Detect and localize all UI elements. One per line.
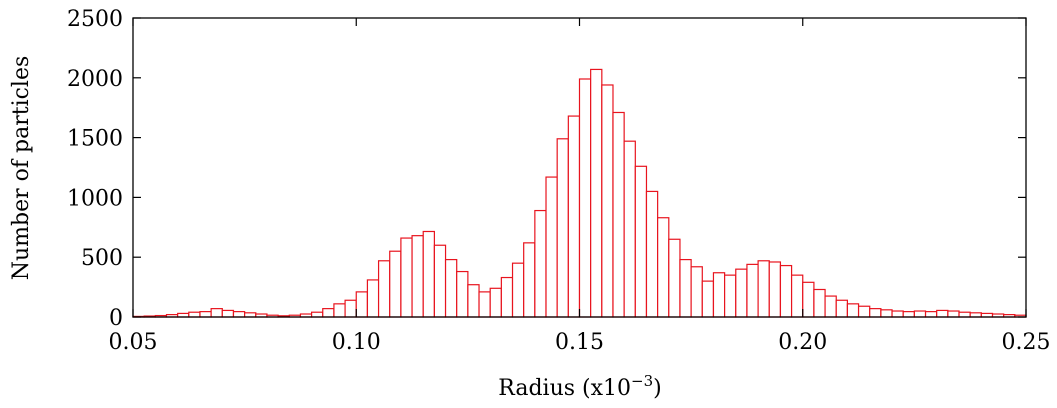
histogram-bar bbox=[199, 311, 212, 318]
histogram-bar bbox=[701, 280, 715, 318]
x-tick-label: 0.20 bbox=[778, 330, 827, 355]
y-tick-label: 1000 bbox=[67, 186, 123, 211]
histogram-bar bbox=[612, 111, 625, 318]
histogram-bar bbox=[779, 264, 793, 318]
histogram-bar bbox=[556, 138, 569, 318]
histogram-bar bbox=[188, 311, 201, 318]
x-tick-label: 0.15 bbox=[555, 330, 604, 355]
histogram-bar bbox=[724, 274, 737, 318]
y-tick-label: 2500 bbox=[67, 7, 123, 32]
histogram-bar bbox=[813, 288, 826, 318]
tick-labels-group: 0.05 0.10 0.15 0.20 0.25 0 500 1000 1500 2000 2500 bbox=[67, 7, 1050, 355]
histogram-bar bbox=[344, 299, 357, 318]
histogram-bar bbox=[422, 230, 435, 318]
histogram-bar bbox=[489, 287, 502, 318]
bars-group bbox=[132, 68, 1027, 318]
histogram-bar bbox=[377, 260, 391, 318]
histogram-bar bbox=[366, 279, 380, 318]
histogram-bar bbox=[835, 299, 848, 318]
histogram-bar bbox=[768, 261, 782, 318]
histogram-bar bbox=[523, 242, 536, 318]
histogram-bar bbox=[958, 311, 971, 318]
histogram-bar bbox=[311, 311, 324, 318]
histogram-bar bbox=[534, 209, 547, 318]
histogram-bar bbox=[578, 78, 592, 318]
histogram-bar bbox=[400, 237, 413, 318]
histogram-bar bbox=[590, 68, 603, 318]
histogram-bar bbox=[902, 311, 915, 318]
x-axis-label: Radius (x10−3) bbox=[498, 372, 661, 401]
histogram-bar bbox=[757, 260, 770, 318]
histogram-bar bbox=[846, 303, 860, 318]
histogram-bar bbox=[891, 310, 904, 318]
x-tick-label: 0.10 bbox=[332, 330, 381, 355]
y-tick-label: 500 bbox=[81, 246, 123, 271]
histogram-bar bbox=[623, 140, 636, 318]
histogram-bar bbox=[601, 84, 614, 318]
histogram-bar bbox=[802, 281, 815, 318]
histogram-bar bbox=[824, 295, 837, 318]
histogram-bar bbox=[567, 115, 581, 318]
histogram-bar bbox=[690, 266, 703, 318]
histogram-bar bbox=[210, 308, 223, 318]
histogram-bar bbox=[645, 190, 659, 318]
histogram-bar bbox=[668, 238, 681, 318]
histogram-bar bbox=[913, 310, 927, 318]
histogram-bar bbox=[947, 310, 960, 318]
histogram-bar bbox=[511, 262, 525, 318]
y-axis-label: Number of particles bbox=[9, 56, 34, 281]
histogram-bar bbox=[333, 303, 346, 318]
histogram-bar bbox=[657, 217, 670, 318]
histogram-bar bbox=[221, 309, 235, 318]
histogram-bar bbox=[232, 311, 246, 318]
histogram-bar bbox=[869, 308, 882, 318]
histogram-bar bbox=[411, 235, 424, 318]
ticks-group bbox=[132, 17, 1027, 318]
histogram-bar bbox=[857, 305, 871, 318]
histogram-bar bbox=[790, 274, 804, 318]
histogram-bar bbox=[444, 258, 458, 318]
histogram-bar bbox=[746, 263, 759, 318]
histogram-bar bbox=[355, 291, 369, 318]
histogram-bar bbox=[322, 308, 335, 318]
histogram-bar bbox=[500, 276, 514, 318]
histogram-bar bbox=[467, 284, 480, 318]
y-tick-label: 0 bbox=[109, 306, 123, 331]
histogram-bar bbox=[433, 244, 447, 318]
histogram-bar bbox=[478, 291, 491, 318]
histogram-bar bbox=[712, 272, 726, 318]
histogram-bar bbox=[880, 309, 893, 318]
histogram-bar bbox=[545, 176, 558, 318]
histogram-bar bbox=[936, 309, 949, 318]
histogram-bar bbox=[735, 268, 748, 318]
x-tick-label: 0.05 bbox=[109, 330, 158, 355]
x-tick-label: 0.25 bbox=[1002, 330, 1051, 355]
histogram-bar bbox=[634, 165, 648, 318]
y-tick-label: 2000 bbox=[67, 67, 123, 92]
histogram-bar bbox=[389, 250, 402, 318]
histogram-bar bbox=[456, 270, 469, 318]
histogram-bar bbox=[679, 258, 692, 318]
y-tick-label: 1500 bbox=[67, 127, 123, 152]
histogram-bar bbox=[924, 311, 938, 318]
